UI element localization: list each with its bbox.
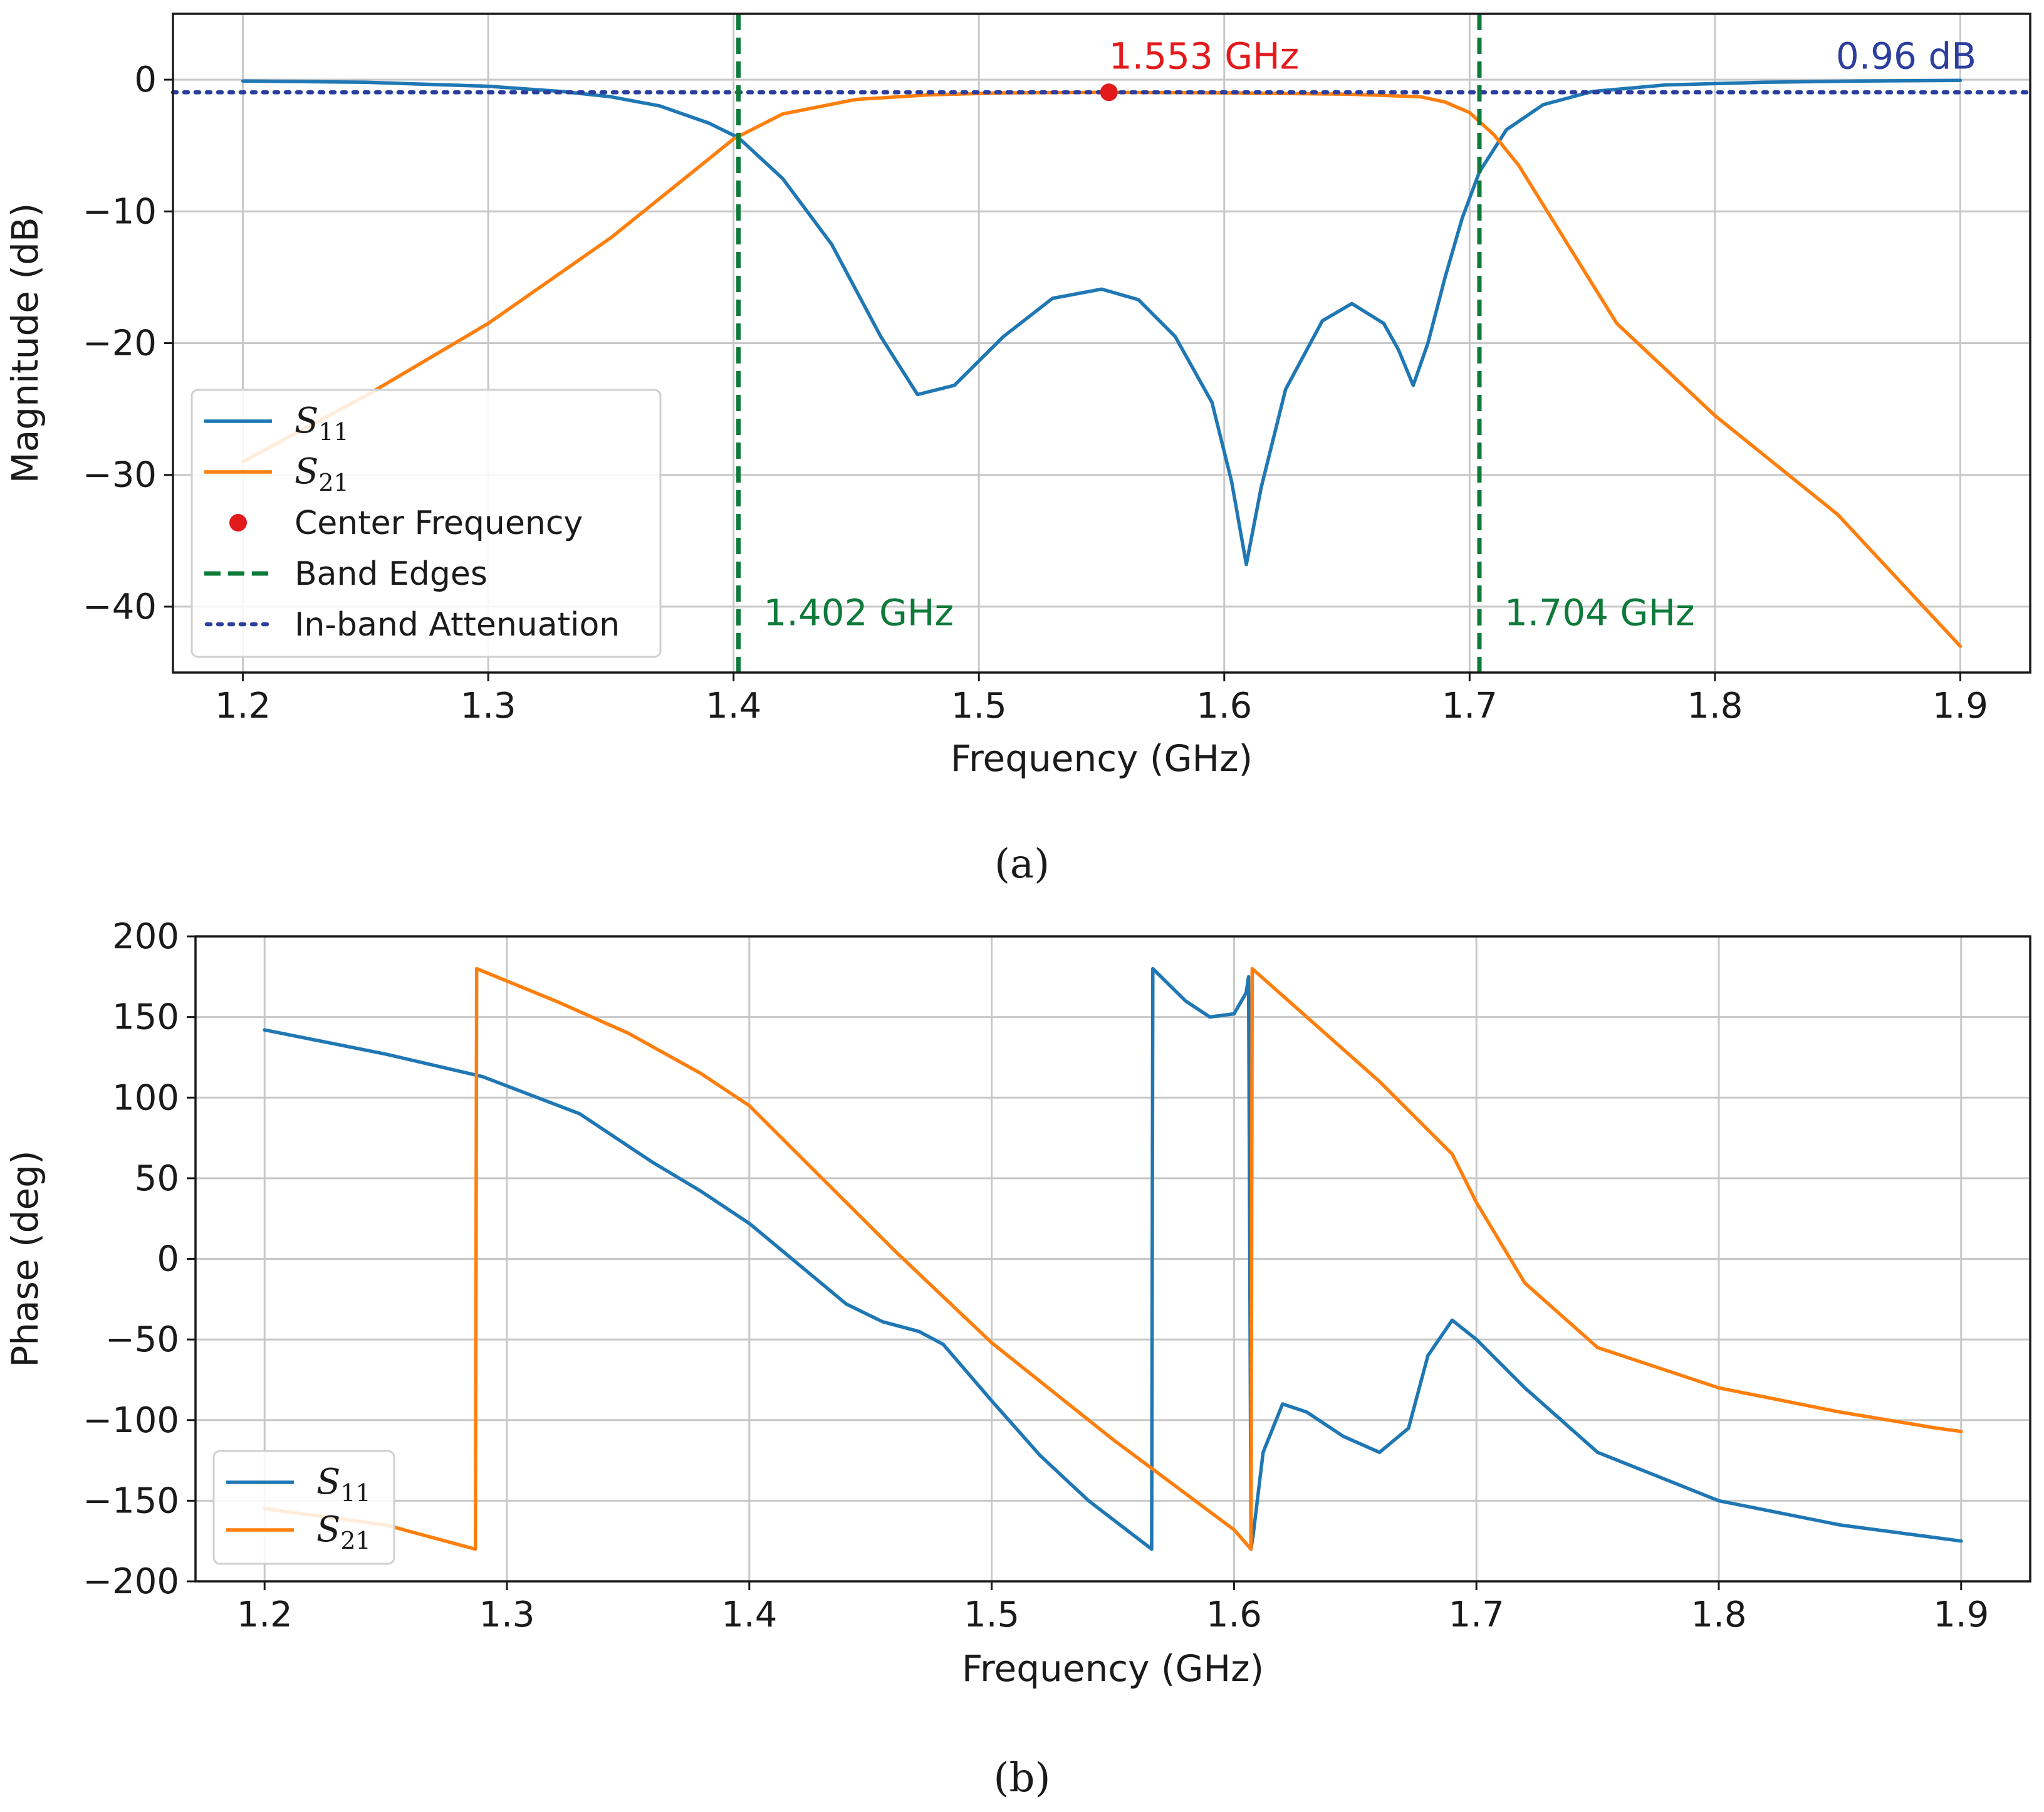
panel-a-magnitude: 1.2 1.3 1.4 1.5 1.6 1.7 1.8 1.9 0 −10 −20 −30 −40 0.9…: [4, 13, 2033, 888]
x-tick-label: 1.3: [461, 686, 516, 726]
y-tick-label: −50: [105, 1319, 179, 1360]
x-axis-title: Frequency (GHz): [962, 1647, 1264, 1690]
legend-label: Center Frequency: [295, 505, 583, 542]
legend-box: [190, 389, 662, 658]
y-tick-label: 50: [135, 1158, 179, 1199]
legend-label: S21: [316, 1509, 371, 1554]
y-tick-label: −10: [83, 191, 157, 232]
legend-label-symbol: S: [316, 1462, 340, 1502]
x-tick-label: 1.2: [237, 1595, 293, 1635]
legend-label-subscript: 11: [318, 418, 348, 446]
x-tick-label: 1.6: [1206, 1595, 1262, 1635]
x-tick-label: 1.4: [721, 1595, 777, 1635]
y-tick-label: −100: [83, 1400, 179, 1441]
legend-label-symbol: S: [316, 1509, 340, 1550]
series-s21-line: [263, 966, 1963, 1551]
center-frequency-marker: [1100, 83, 1118, 102]
legend-label: S21: [295, 451, 349, 496]
legend-label: S11: [316, 1462, 371, 1507]
panel-caption: (a): [994, 841, 1050, 888]
y-tick-label: −20: [83, 323, 157, 364]
x-tick-label: 1.9: [1932, 686, 1988, 726]
y-tick-label: −40: [83, 587, 157, 627]
center-frequency-label: 1.553 GHz: [1109, 34, 1299, 77]
band-edge-label: 1.402 GHz: [764, 591, 954, 634]
x-tick-label: 1.4: [706, 686, 761, 726]
axes-frame: [194, 935, 2031, 1583]
y-tick-label: 0: [134, 60, 157, 100]
x-tick-label: 1.5: [951, 686, 1007, 726]
y-axis-title: Phase (deg): [4, 1150, 46, 1367]
legend-label: Band Edges: [295, 555, 488, 593]
axes-frame: [172, 13, 2031, 674]
x-tick-label: 1.6: [1196, 686, 1252, 726]
y-axis-title: Magnitude (dB): [4, 203, 46, 484]
x-tick-label: 1.9: [1933, 1595, 1989, 1635]
y-tick-label: 200: [112, 916, 179, 957]
series-s11-line: [241, 78, 1963, 567]
y-tick-label: −150: [83, 1480, 179, 1521]
y-tick-label: 150: [112, 997, 179, 1038]
legend-label-symbol: S: [295, 451, 318, 492]
x-tick-label: 1.8: [1687, 686, 1743, 726]
legend-label: S11: [295, 401, 349, 446]
legend-label: In-band Attenuation: [295, 606, 620, 644]
x-tick-label: 1.7: [1442, 686, 1498, 726]
panel-caption: (b): [994, 1755, 1051, 1801]
y-tick-label: 0: [157, 1239, 179, 1280]
x-axis-title: Frequency (GHz): [951, 737, 1253, 780]
legend-box: [212, 1450, 395, 1565]
x-tick-label: 1.7: [1449, 1595, 1504, 1635]
x-tick-label: 1.8: [1691, 1595, 1746, 1635]
y-tick-label: 100: [112, 1077, 179, 1118]
legend-swatch-dot: [229, 514, 247, 532]
x-tick-label: 1.2: [215, 686, 271, 726]
panel-b-phase: 1.2 1.3 1.4 1.5 1.6 1.7 1.8 1.9 200 150 100 50 0 −50 −…: [4, 916, 2031, 1801]
legend-label-subscript: 21: [318, 469, 348, 496]
y-tick-label: −200: [83, 1561, 179, 1602]
legend-label-symbol: S: [295, 401, 318, 441]
inband-attenuation-label: 0.96 dB: [1836, 34, 1976, 77]
x-tick-label: 1.5: [964, 1595, 1019, 1635]
plot-area: [263, 966, 1963, 1551]
legend-label-subscript: 11: [340, 1479, 370, 1507]
x-tick-label: 1.3: [479, 1595, 534, 1635]
legend-label-subscript: 21: [340, 1527, 370, 1554]
band-edge-label: 1.704 GHz: [1504, 591, 1694, 634]
y-tick-label: −30: [83, 455, 157, 496]
series-s11-line: [263, 966, 1963, 1551]
